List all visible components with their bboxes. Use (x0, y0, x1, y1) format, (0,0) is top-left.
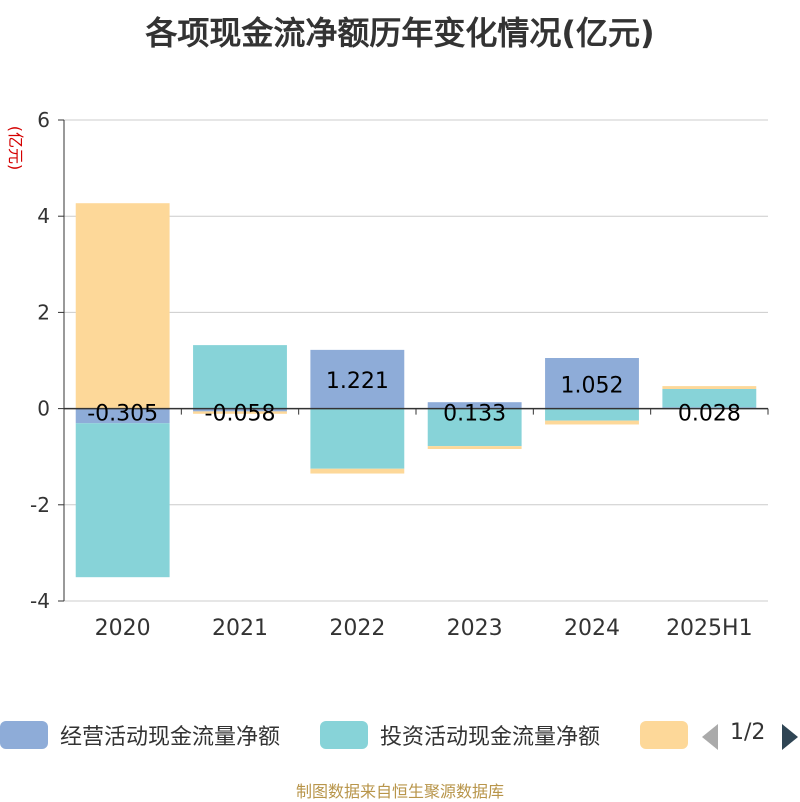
bar-series-2 (427, 446, 522, 450)
bar-series-0 (193, 408, 287, 412)
data-label: -0.058 (205, 402, 276, 427)
legend-swatch-operating (0, 721, 48, 749)
label-layer: -0.305 -0.058 1.221 0.133 1.052 0.028 (87, 369, 741, 426)
data-label: 1.221 (326, 369, 389, 394)
bar-series-0 (310, 349, 405, 409)
legend-label-operating: 经营活动现金流量净额 (60, 725, 281, 750)
legend-prev-page-icon[interactable] (702, 724, 718, 750)
x-tick-label: 2025H1 (666, 616, 753, 641)
bar-series-1 (310, 408, 405, 469)
bar-series-2 (545, 420, 639, 425)
bar-series-1 (75, 423, 170, 578)
data-label: -0.305 (87, 402, 158, 427)
data-label: 0.133 (443, 402, 506, 427)
y-tick-label: 0 (37, 397, 50, 421)
bar-series-2 (75, 203, 170, 409)
y-axis-label: (亿元) (6, 126, 25, 171)
chart-title: 各项现金流净额历年变化情况(亿元) (145, 14, 655, 52)
legend-swatch-investing (320, 721, 368, 749)
bar-series-2 (193, 411, 287, 414)
x-tick-label: 2022 (329, 616, 385, 641)
legend-item-operating[interactable]: 经营活动现金流量净额 (0, 718, 280, 752)
bar-series-2 (310, 468, 405, 474)
axis-layer: 6 4 2 0 -2 -4 2020 2021 2022 2023 2024 2025H1 (30, 108, 769, 641)
source-note: 制图数据来自恒生聚源数据库 (295, 782, 504, 801)
bar-series-0 (427, 402, 522, 409)
legend-page-indicator: 1/2 (730, 720, 766, 745)
bar-series-1 (545, 408, 639, 421)
x-tick-label: 2020 (95, 616, 151, 641)
data-label: 1.052 (561, 373, 624, 398)
x-tick-label: 2023 (447, 616, 503, 641)
bar-series-1 (193, 345, 287, 409)
y-tick-label: 6 (37, 108, 50, 132)
y-tick-label: 2 (37, 300, 50, 324)
data-label: 0.028 (678, 402, 741, 427)
legend-item-financing[interactable] (640, 718, 700, 752)
x-tick-label: 2024 (564, 616, 620, 641)
y-tick-label: -4 (30, 589, 50, 613)
bar-series-0 (545, 357, 639, 409)
legend-label-investing: 投资活动现金流量净额 (380, 725, 601, 750)
bar-series-0 (75, 408, 170, 424)
bar-series-1 (427, 408, 522, 447)
bar-series-1 (662, 388, 757, 408)
legend-next-page-icon[interactable] (782, 724, 798, 750)
bar-layer (75, 203, 757, 578)
legend-item-investing[interactable]: 投资活动现金流量净额 (320, 718, 600, 752)
legend-swatch-financing (640, 721, 688, 749)
y-tick-label: -2 (30, 493, 50, 517)
bar-series-2 (662, 386, 757, 389)
y-tick-label: 4 (37, 204, 50, 228)
x-tick-label: 2021 (212, 616, 268, 641)
